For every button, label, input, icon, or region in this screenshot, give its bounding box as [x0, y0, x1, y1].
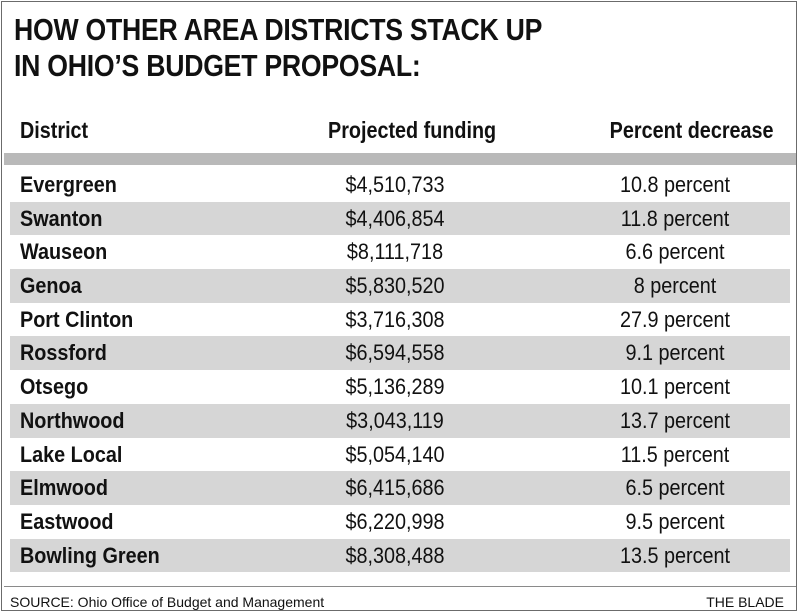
- district-name-cell: Swanton: [20, 205, 103, 231]
- percent-decrease-cell: 6.6 percent: [625, 239, 725, 265]
- district-name-cell: Otsego: [20, 374, 89, 400]
- funding-cell: $8,111,718: [346, 239, 444, 265]
- funding-cell: $3,716,308: [345, 306, 445, 332]
- percent-decrease-cell: 10.8 percent: [619, 172, 731, 197]
- district-name-cell: Rossford: [20, 340, 107, 366]
- funding-cell: $4,406,854: [345, 205, 445, 231]
- funding-cell: $6,594,558: [345, 340, 445, 366]
- column-header-district: District: [20, 117, 89, 143]
- table-row: Wauseon $8,111,718 6.6 percent: [10, 235, 790, 269]
- header-divider-bar: [4, 153, 796, 165]
- footer-divider: [4, 586, 796, 587]
- district-name-cell: Bowling Green: [20, 542, 160, 568]
- chart-title: HOW OTHER AREA DISTRICTS STACK UP IN OHI…: [14, 12, 542, 84]
- percent-decrease-cell: 11.5 percent: [620, 441, 730, 467]
- district-name-cell: Elmwood: [20, 475, 109, 501]
- funding-cell: $3,043,119: [346, 407, 444, 433]
- funding-cell: $5,054,140: [345, 441, 445, 467]
- percent-decrease-cell: 10.1 percent: [619, 374, 731, 400]
- title-line-1: HOW OTHER AREA DISTRICTS STACK UP: [14, 12, 543, 47]
- publisher-credit: THE BLADE: [706, 594, 784, 610]
- percent-decrease-cell: 27.9 percent: [619, 306, 731, 332]
- district-name-cell: Evergreen: [20, 172, 117, 197]
- title-line-2: IN OHIO’S BUDGET PROPOSAL:: [14, 48, 421, 83]
- funding-cell: $6,415,686: [345, 475, 445, 501]
- district-name-cell: Wauseon: [20, 239, 108, 265]
- table-row: Northwood $3,043,119 13.7 percent: [10, 403, 790, 438]
- funding-cell: $5,830,520: [345, 273, 445, 299]
- district-name-cell: Genoa: [20, 273, 82, 299]
- percent-decrease-cell: 11.8 percent: [620, 205, 730, 231]
- percent-decrease-cell: 9.5 percent: [625, 508, 725, 534]
- district-name-cell: Eastwood: [20, 508, 114, 534]
- percent-decrease-cell: 9.1 percent: [625, 340, 725, 366]
- funding-cell: $4,510,733: [345, 172, 445, 197]
- percent-decrease-cell: 6.5 percent: [625, 475, 725, 501]
- table-row: Elmwood $6,415,686 6.5 percent: [10, 471, 790, 505]
- percent-decrease-cell: 8 percent: [633, 273, 717, 299]
- table-body: Evergreen $4,510,733 10.8 percent Swanto…: [10, 168, 790, 573]
- table-row: Lake Local $5,054,140 11.5 percent: [10, 438, 790, 472]
- column-header-projected-funding: Projected funding: [328, 117, 497, 143]
- percent-decrease-cell: 13.5 percent: [619, 542, 731, 568]
- table-row: Otsego $5,136,289 10.1 percent: [10, 370, 790, 404]
- district-name-cell: Lake Local: [20, 441, 123, 467]
- table-row: Rossford $6,594,558 9.1 percent: [10, 336, 790, 371]
- percent-decrease-cell: 13.7 percent: [619, 407, 731, 433]
- funding-cell: $6,220,998: [345, 508, 445, 534]
- table-row: Bowling Green $8,308,488 13.5 percent: [10, 538, 790, 573]
- district-name-cell: Northwood: [20, 407, 125, 433]
- source-note: SOURCE: Ohio Office of Budget and Manage…: [10, 594, 325, 610]
- funding-cell: $8,308,488: [345, 542, 445, 568]
- funding-cell: $5,136,289: [345, 374, 445, 400]
- table-row: Swanton $4,406,854 11.8 percent: [10, 201, 790, 236]
- table-row: Evergreen $4,510,733 10.8 percent: [10, 168, 790, 202]
- table-row: Port Clinton $3,716,308 27.9 percent: [10, 303, 790, 337]
- district-name-cell: Port Clinton: [20, 306, 134, 332]
- table-row: Genoa $5,830,520 8 percent: [10, 269, 790, 303]
- table-row: Eastwood $6,220,998 9.5 percent: [10, 505, 790, 539]
- column-header-percent-decrease: Percent decrease: [610, 117, 774, 143]
